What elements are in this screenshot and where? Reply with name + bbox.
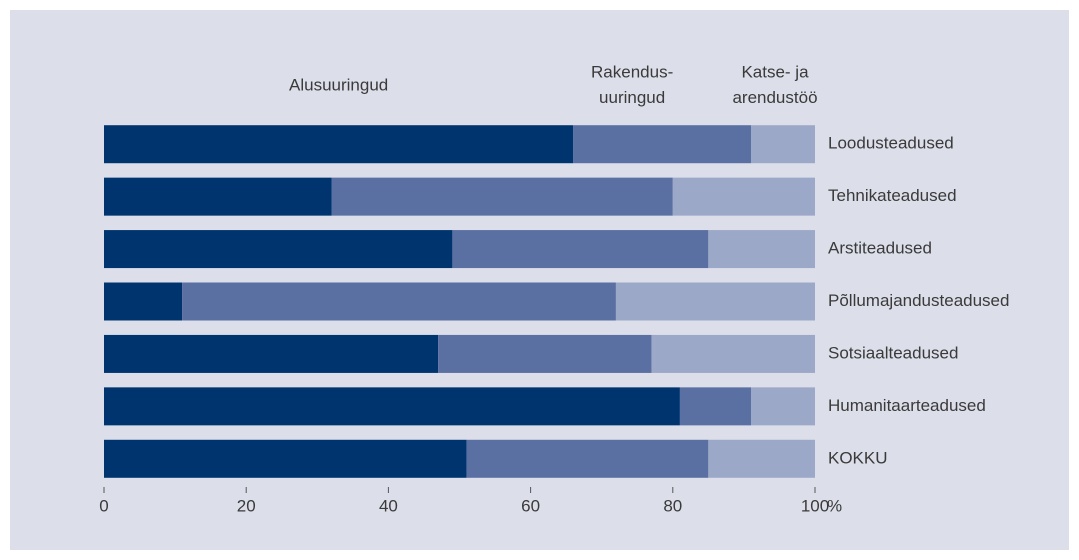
bar-segment [182,282,616,321]
bar-segment [751,387,815,426]
bar-segment [452,230,709,269]
bar-segment [679,387,752,426]
bar-segment [331,177,673,216]
x-tick-label: 60 [521,496,540,515]
bar-segment [104,125,574,164]
legend-label: Alusuuringud [289,75,388,94]
bar-segment [651,334,815,373]
bar-segment [104,387,680,426]
bar-segment [708,230,815,269]
bar-segment [104,439,467,478]
x-tick-label: 80 [663,496,682,515]
category-label: Sotsiaalteadused [828,343,958,362]
legend-label: Katse- ja arendustöö [732,63,817,108]
x-tick-label: 100 [801,496,829,515]
category-label: Põllumajandusteadused [828,291,1009,310]
category-label: Humanitaarteadused [828,396,986,415]
bar-segment [751,125,815,164]
legend-label: Rakendus-uuringud [591,63,673,108]
bar-segment [615,282,815,321]
bar-segment [104,230,453,269]
bar-segment [672,177,815,216]
category-label: KOKKU [828,448,888,467]
category-label: Arstiteadused [828,239,932,258]
bar-segment [104,334,439,373]
x-tick-label: 0 [99,496,108,515]
bar-segment [573,125,752,164]
category-label: Tehnikateadused [828,186,957,205]
bar-segment [708,439,815,478]
x-tick-label: 40 [379,496,398,515]
bar-segment [466,439,709,478]
x-tick-label: 20 [237,496,256,515]
bar-segment [438,334,652,373]
x-axis-unit: % [827,496,842,515]
category-label: Loodusteadused [828,134,954,153]
bar-segment [104,282,183,321]
bar-segment [104,177,332,216]
